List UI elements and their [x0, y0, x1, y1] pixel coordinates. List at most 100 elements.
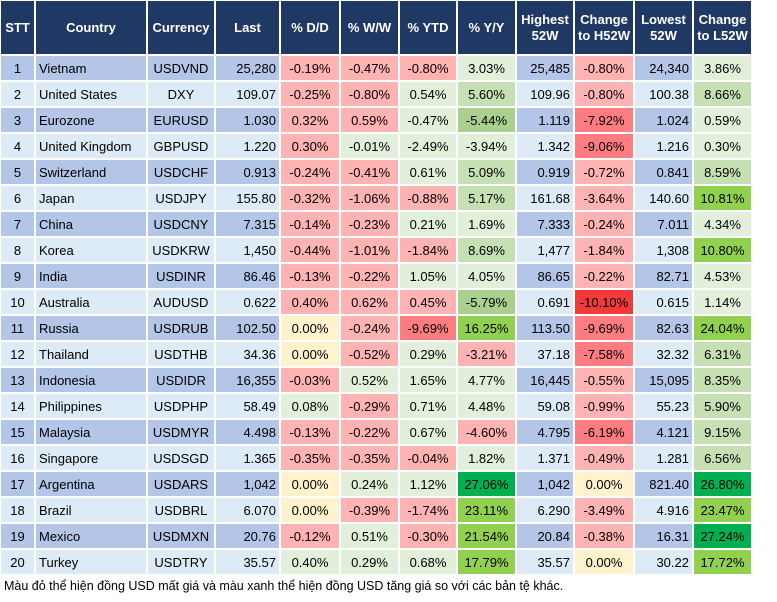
cell-ytd: 1.12% [400, 472, 456, 496]
cell-d-d: 0.00% [281, 498, 339, 522]
cell-stt: 9 [1, 264, 34, 288]
cell-d-d: 0.00% [281, 342, 339, 366]
cell-change-to-h52w: 0.00% [575, 472, 633, 496]
cell-change-to-h52w: -7.58% [575, 342, 633, 366]
cell-change-to-h52w: -10.10% [575, 290, 633, 314]
cell-country: Brazil [36, 498, 146, 522]
cell-country: Japan [36, 186, 146, 210]
cell-last: 4.498 [216, 420, 279, 444]
cell-y-y: 3.03% [458, 56, 515, 80]
cell-change-to-l52w: 8.66% [694, 82, 751, 106]
column-header: STT [1, 1, 34, 54]
cell-change-to-l52w: 0.30% [694, 134, 751, 158]
cell-last: 20.76 [216, 524, 279, 548]
cell-highest-52w: 35.57 [517, 550, 573, 574]
header-row: STT Country Currency Last% D/D% W/W% YTD% Y… [1, 1, 751, 54]
cell-d-d: 0.32% [281, 108, 339, 132]
cell-lowest-52w: 55.23 [635, 394, 692, 418]
cell-stt: 4 [1, 134, 34, 158]
column-header: % YTD [400, 1, 456, 54]
cell-ytd: 0.21% [400, 212, 456, 236]
cell-stt: 1 [1, 56, 34, 80]
cell-change-to-l52w: 27.24% [694, 524, 751, 548]
cell-country: Malaysia [36, 420, 146, 444]
cell-currency: USDTRY [148, 550, 214, 574]
cell-ytd: 1.05% [400, 264, 456, 288]
cell-stt: 14 [1, 394, 34, 418]
cell-stt: 6 [1, 186, 34, 210]
cell-lowest-52w: 821.40 [635, 472, 692, 496]
cell-lowest-52w: 0.841 [635, 160, 692, 184]
cell-stt: 2 [1, 82, 34, 106]
cell-highest-52w: 0.919 [517, 160, 573, 184]
cell-w-w: -0.22% [341, 264, 398, 288]
cell-highest-52w: 25,485 [517, 56, 573, 80]
cell-highest-52w: 4.795 [517, 420, 573, 444]
cell-currency: USDTHB [148, 342, 214, 366]
cell-highest-52w: 16,445 [517, 368, 573, 392]
cell-d-d: -0.25% [281, 82, 339, 106]
cell-country: Indonesia [36, 368, 146, 392]
cell-highest-52w: 161.68 [517, 186, 573, 210]
cell-y-y: 27.06% [458, 472, 515, 496]
cell-country: Australia [36, 290, 146, 314]
cell-y-y: 4.05% [458, 264, 515, 288]
cell-country: Singapore [36, 446, 146, 470]
cell-country: Turkey [36, 550, 146, 574]
table-row: 18 Brazil USDBRL 6.070 0.00% -0.39% -1.74% 23.1… [1, 498, 751, 522]
cell-d-d: 0.00% [281, 316, 339, 340]
cell-change-to-h52w: -1.84% [575, 238, 633, 262]
cell-lowest-52w: 30.22 [635, 550, 692, 574]
cell-w-w: 0.51% [341, 524, 398, 548]
cell-w-w: -0.35% [341, 446, 398, 470]
cell-w-w: -0.52% [341, 342, 398, 366]
cell-highest-52w: 0.691 [517, 290, 573, 314]
cell-highest-52w: 1,042 [517, 472, 573, 496]
cell-w-w: -0.01% [341, 134, 398, 158]
cell-lowest-52w: 82.63 [635, 316, 692, 340]
cell-change-to-h52w: -0.49% [575, 446, 633, 470]
table-row: 7 China USDCNY 7.315 -0.14% -0.23% 0.21% 1.69% 7… [1, 212, 751, 236]
cell-change-to-h52w: -0.99% [575, 394, 633, 418]
cell-currency: DXY [148, 82, 214, 106]
cell-w-w: -0.80% [341, 82, 398, 106]
cell-d-d: -0.24% [281, 160, 339, 184]
cell-y-y: 5.09% [458, 160, 515, 184]
cell-country: United States [36, 82, 146, 106]
cell-currency: USDIDR [148, 368, 214, 392]
table-row: 14 Philippines USDPHP 58.49 0.08% -0.29% 0.71%… [1, 394, 751, 418]
table-row: 1 Vietnam USDVND 25,280 -0.19% -0.47% -0.80% 3.… [1, 56, 751, 80]
cell-lowest-52w: 32.32 [635, 342, 692, 366]
cell-last: 1.365 [216, 446, 279, 470]
cell-stt: 8 [1, 238, 34, 262]
cell-lowest-52w: 0.615 [635, 290, 692, 314]
cell-currency: USDKRW [148, 238, 214, 262]
cell-lowest-52w: 24,340 [635, 56, 692, 80]
cell-stt: 3 [1, 108, 34, 132]
cell-currency: USDMXN [148, 524, 214, 548]
cell-d-d: -0.13% [281, 420, 339, 444]
cell-change-to-l52w: 23.47% [694, 498, 751, 522]
table-row: 10 Australia AUDUSD 0.622 0.40% 0.62% 0.45% -5.… [1, 290, 751, 314]
cell-country: Mexico [36, 524, 146, 548]
cell-d-d: -0.32% [281, 186, 339, 210]
cell-d-d: -0.12% [281, 524, 339, 548]
cell-stt: 13 [1, 368, 34, 392]
cell-y-y: 8.69% [458, 238, 515, 262]
cell-change-to-h52w: -0.80% [575, 56, 633, 80]
cell-lowest-52w: 1.281 [635, 446, 692, 470]
cell-d-d: -0.19% [281, 56, 339, 80]
cell-change-to-l52w: 8.35% [694, 368, 751, 392]
cell-country: India [36, 264, 146, 288]
cell-change-to-l52w: 5.90% [694, 394, 751, 418]
cell-w-w: -1.06% [341, 186, 398, 210]
cell-d-d: 0.40% [281, 550, 339, 574]
table-row: 4 United Kingdom GBPUSD 1.220 0.30% -0.01% -2.… [1, 134, 751, 158]
cell-country: Philippines [36, 394, 146, 418]
cell-currency: USDINR [148, 264, 214, 288]
cell-change-to-l52w: 0.59% [694, 108, 751, 132]
cell-currency: AUDUSD [148, 290, 214, 314]
cell-w-w: -0.22% [341, 420, 398, 444]
cell-last: 34.36 [216, 342, 279, 366]
cell-stt: 5 [1, 160, 34, 184]
